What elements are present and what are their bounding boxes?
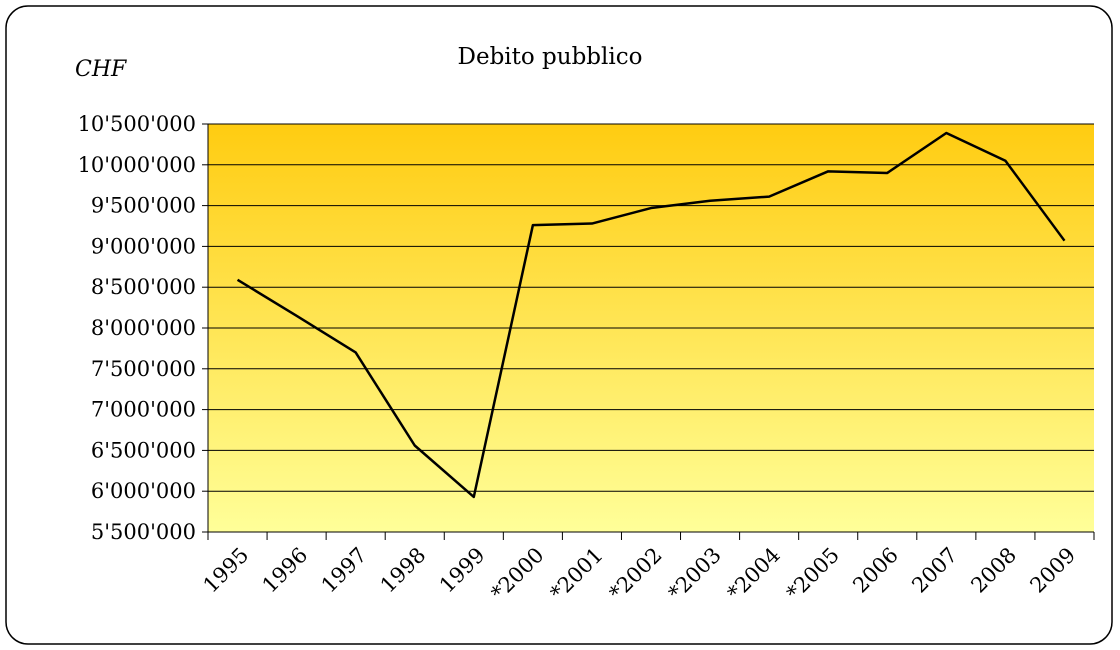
y-tick-label: 7'000'000	[91, 398, 196, 422]
data-line	[236, 131, 1066, 499]
chart-title: Debito pubblico	[458, 44, 643, 70]
y-tick-label: 7'500'000	[91, 357, 196, 381]
y-tick-label: 9'500'000	[91, 194, 196, 218]
y-tick-label: 6'500'000	[91, 438, 196, 462]
y-tick-label: 10'000'000	[78, 153, 196, 177]
y-tick-label: 6'000'000	[91, 479, 196, 503]
y-tick-label: 8'500'000	[91, 275, 196, 299]
y-tick-label: 5'500'000	[91, 520, 196, 544]
y-axis-label: CHF	[75, 57, 127, 82]
y-tick-label: 10'500'000	[78, 112, 196, 136]
y-tick-label: 8'000'000	[91, 316, 196, 340]
y-tick-label: 9'000'000	[91, 234, 196, 258]
